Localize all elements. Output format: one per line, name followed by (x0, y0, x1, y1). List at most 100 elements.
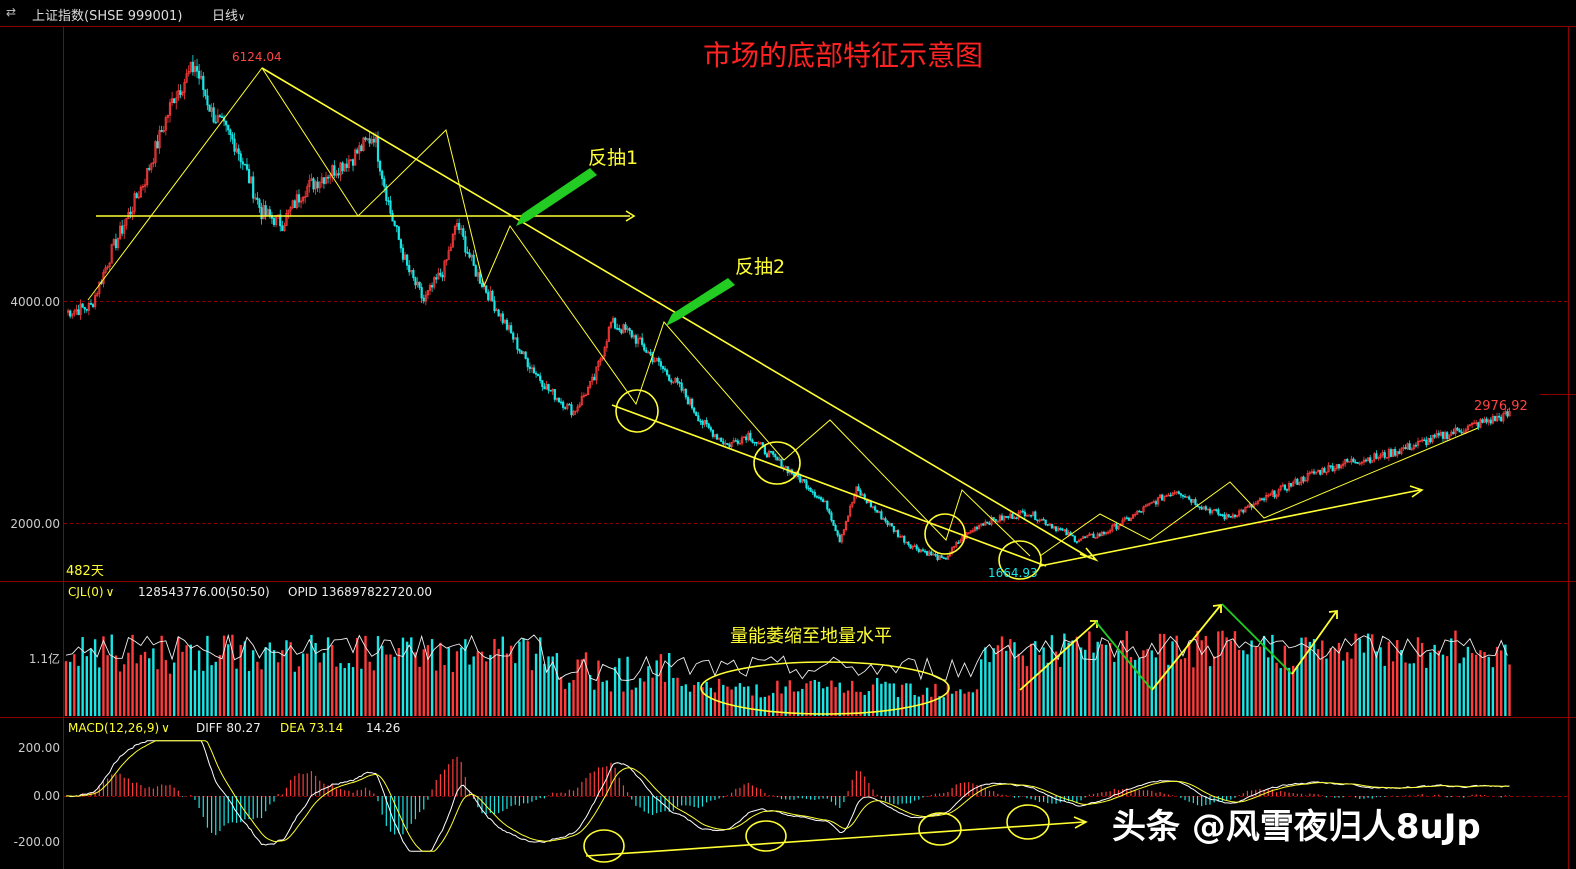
candle-body (990, 517, 993, 525)
candle-body (399, 239, 402, 249)
candle-body (183, 81, 186, 93)
period-selector[interactable]: 日线∨ (212, 5, 245, 24)
candle-body (447, 250, 450, 260)
candle-body (258, 199, 261, 208)
candle-body (1265, 494, 1268, 501)
candle-body (453, 226, 457, 235)
volume-bar (1379, 647, 1382, 716)
volume-bar (643, 681, 646, 716)
volume-bar (497, 648, 500, 716)
candle-body (801, 479, 804, 483)
candle-body (1371, 459, 1374, 463)
volume-bar (285, 640, 288, 716)
volume-indicator-name[interactable]: CJL(0) ∨ (68, 585, 114, 599)
candle-body (1487, 419, 1490, 423)
candle-body (1337, 464, 1341, 469)
candle-body (676, 377, 679, 383)
volume-bar (1017, 653, 1020, 716)
candle-body (266, 209, 269, 216)
volume-bar (876, 677, 879, 716)
candle-body (572, 411, 575, 416)
candle-body (992, 517, 995, 520)
volume-bar (776, 680, 779, 716)
volume-bar (809, 680, 812, 716)
candle-body (1418, 440, 1422, 443)
chart-toggle-icon[interactable]: ⇄ (6, 5, 17, 19)
volume-bar (547, 656, 550, 716)
candle-body (1086, 535, 1089, 538)
volume-bar (980, 659, 983, 716)
candle-body (464, 236, 467, 253)
candle-body (1215, 509, 1218, 511)
candle-body (776, 456, 779, 461)
candle-body (1273, 490, 1276, 498)
candle-body (510, 325, 513, 334)
candle-body (187, 71, 190, 75)
candle-body (1200, 507, 1203, 510)
volume-bar (730, 689, 733, 716)
candle-body (822, 499, 825, 503)
candle-body (888, 523, 891, 526)
candle-body (1013, 517, 1016, 520)
volume-bar (1300, 637, 1303, 716)
candle-body (549, 389, 552, 392)
candle-body (1208, 508, 1212, 514)
candle-body (921, 549, 925, 552)
volume-bar (1466, 646, 1470, 716)
candle-body (1391, 449, 1395, 457)
candle-body (1277, 489, 1280, 496)
volume-bar (863, 694, 866, 716)
candle-body (1181, 494, 1185, 497)
volume-bar (1371, 634, 1374, 716)
volume-bar (717, 678, 721, 716)
volume-bar (1046, 662, 1049, 716)
candle-body (302, 196, 305, 202)
volume-bar (950, 693, 954, 716)
macd-indicator-name[interactable]: MACD(12,26,9) ∨ (68, 721, 170, 735)
candle-body (545, 384, 548, 390)
candle-body (1329, 465, 1332, 467)
candle-body (320, 177, 323, 183)
volume-bar (1067, 642, 1070, 716)
volume-bar (376, 636, 380, 716)
candle-body (1342, 463, 1345, 466)
candle-body (784, 466, 787, 468)
candle-body (1019, 510, 1022, 513)
candle-body (697, 415, 700, 422)
candle-body (578, 404, 581, 408)
candle-body (988, 523, 991, 525)
volume-bar (597, 660, 600, 716)
volume-bar (701, 687, 704, 716)
candle-body (443, 260, 446, 278)
volume-bar (102, 636, 105, 716)
rebound2-label: 反抽2 (735, 256, 785, 278)
candle-body (285, 213, 288, 226)
volume-bar (1350, 658, 1353, 716)
candle-body (1348, 461, 1351, 463)
volume-bar (1491, 667, 1495, 716)
candle-body (693, 407, 696, 413)
volume-bar (880, 683, 883, 716)
candle-body (1339, 465, 1343, 469)
candle-body (753, 441, 756, 444)
candle-body (688, 398, 692, 405)
candle-body (886, 521, 889, 526)
volume-bar (422, 649, 425, 716)
candle-body (898, 535, 902, 538)
volume-bar (1129, 657, 1133, 716)
volume-bar (1445, 656, 1449, 716)
candle-body (938, 555, 941, 560)
candle-body (195, 66, 199, 72)
y-tick-2000: 2000.00 (10, 517, 60, 531)
volume-y-tick: 1.1亿 (29, 651, 60, 666)
candle-body (96, 293, 99, 296)
volume-bar (356, 637, 359, 716)
volume-bar (247, 671, 251, 716)
candle-body (1287, 483, 1291, 491)
candle-body (1400, 448, 1403, 454)
candle-body (1238, 510, 1241, 516)
volume-bar (1450, 638, 1453, 716)
volume-bar (1208, 666, 1212, 716)
candle-body (1121, 519, 1124, 525)
volume-bar (89, 648, 93, 716)
